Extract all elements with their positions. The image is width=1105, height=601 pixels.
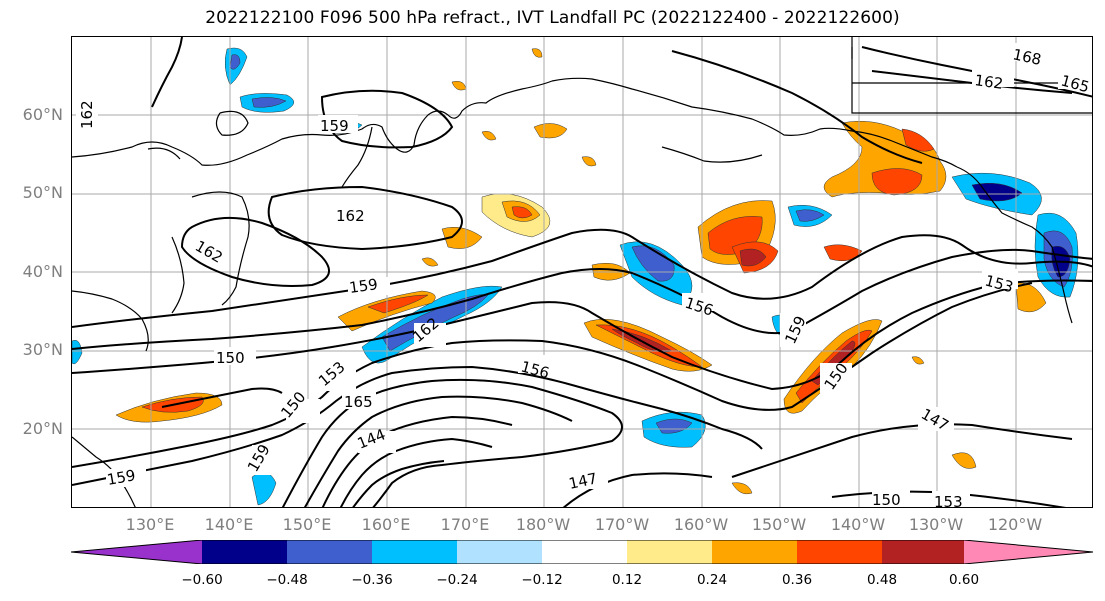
contour-label: 159 <box>320 117 349 135</box>
lon-label-150w: 150°W <box>751 515 807 534</box>
pos-patch-alaska-c <box>901 128 935 152</box>
colorbar-segment <box>202 540 287 564</box>
pos-patch-alaska-d <box>823 244 863 261</box>
colorbar-tick-label: −0.48 <box>266 572 308 588</box>
lat-label-20n: 20°N <box>22 419 63 438</box>
colorbar-tick-label: −0.36 <box>351 572 393 588</box>
pos-patch-se2 <box>731 482 753 495</box>
pos-patch-ca <box>1015 282 1047 313</box>
map-title: 2022122100 F096 500 hPa refract., IVT La… <box>205 8 900 28</box>
colorbar-tick-label: 0.36 <box>781 572 813 588</box>
colorbar-outline <box>71 540 1094 564</box>
colorbar-extend-high <box>964 540 1093 564</box>
colorbar-segment <box>882 540 964 564</box>
colorbar-tick-label: 0.12 <box>611 572 643 588</box>
contour-label: 159 <box>106 466 137 489</box>
colorbar-tick-label: −0.12 <box>521 572 563 588</box>
contour-label: 162 <box>336 207 365 225</box>
pos-patch-me2 <box>911 356 925 365</box>
contour-label: 153 <box>934 493 963 508</box>
neg-patch-siberia-core <box>229 54 241 70</box>
pos-patch-me <box>421 257 439 267</box>
colorbar-segment <box>542 540 627 564</box>
contour-label: 162 <box>78 100 96 129</box>
neg-patch-west <box>72 340 83 365</box>
pos-patch-6c <box>511 206 533 219</box>
colorbar-segment <box>372 540 457 564</box>
neg-patch-bc-core <box>971 183 1023 202</box>
anomaly-shading <box>72 47 1079 506</box>
neg-patch-okhotsk-core <box>251 97 287 108</box>
lon-label-160w: 160°W <box>673 515 729 534</box>
lat-label-40n: 40°N <box>22 262 63 281</box>
colorbar-tick-label: 0.60 <box>948 572 980 588</box>
contour-label: 168 <box>1011 45 1043 69</box>
pos-band-wp-b <box>367 294 429 314</box>
colorbar-segment <box>287 540 372 564</box>
pos-patch-2 <box>531 48 543 58</box>
lon-label-130w: 130°W <box>908 515 964 534</box>
lat-label-30n: 30°N <box>22 340 63 359</box>
contour-label: 150 <box>216 349 245 367</box>
contour-label: 150 <box>872 491 901 508</box>
lon-label-140w: 140°W <box>830 515 886 534</box>
colorbar-tick-label: 0.24 <box>696 572 728 588</box>
contour-labels: 162 159 162 162 159 150 153 150 159 165 … <box>76 43 1092 508</box>
map-panel: 162 159 162 162 159 150 153 150 159 165 … <box>71 36 1093 508</box>
colorbar-tick-label: −0.24 <box>436 572 478 588</box>
pos-patch-3 <box>451 81 467 91</box>
colorbar <box>71 540 1094 564</box>
contour-label: 165 <box>344 393 373 411</box>
colorbar-extend-low <box>71 540 202 564</box>
colorbar-segment <box>457 540 542 564</box>
pos-patch-5 <box>581 156 597 167</box>
pos-patch-alaska-b <box>871 168 923 196</box>
pos-patch-10b <box>739 248 767 267</box>
pos-patch-7 <box>441 227 483 249</box>
colorbar-segment <box>627 540 712 564</box>
lon-label-150e: 150°E <box>282 515 332 534</box>
lon-label-170e: 170°E <box>440 515 490 534</box>
lon-label-160e: 160°E <box>361 515 411 534</box>
lon-label-180w: 180°W <box>515 515 571 534</box>
contour-label: 159 <box>348 275 379 297</box>
contour-label: 162 <box>973 71 1004 93</box>
lon-label-130e: 130°E <box>125 515 175 534</box>
map-canvas: 162 159 162 162 159 150 153 150 159 165 … <box>72 37 1092 508</box>
neg-patch-ne1b <box>795 209 825 222</box>
lat-label-60n: 60°N <box>22 105 63 124</box>
lon-label-140e: 140°E <box>204 515 254 534</box>
colorbar-segments <box>71 540 1093 564</box>
pos-patch-4 <box>481 131 497 141</box>
contour-label: 147 <box>567 469 599 493</box>
lon-label-170w: 170°W <box>594 515 650 534</box>
lon-label-120w: 120°W <box>987 515 1043 534</box>
neg-patch-trop2 <box>251 471 277 506</box>
colorbar-tick-label: 0.48 <box>866 572 898 588</box>
pos-patch-1 <box>533 123 568 139</box>
pos-patch-se <box>951 452 977 469</box>
lat-label-50n: 50°N <box>22 183 63 202</box>
colorbar-tick-label: −0.60 <box>181 572 223 588</box>
neg-patch-trop1b <box>655 418 693 434</box>
colorbar-segment <box>712 540 797 564</box>
colorbar-segment <box>797 540 882 564</box>
